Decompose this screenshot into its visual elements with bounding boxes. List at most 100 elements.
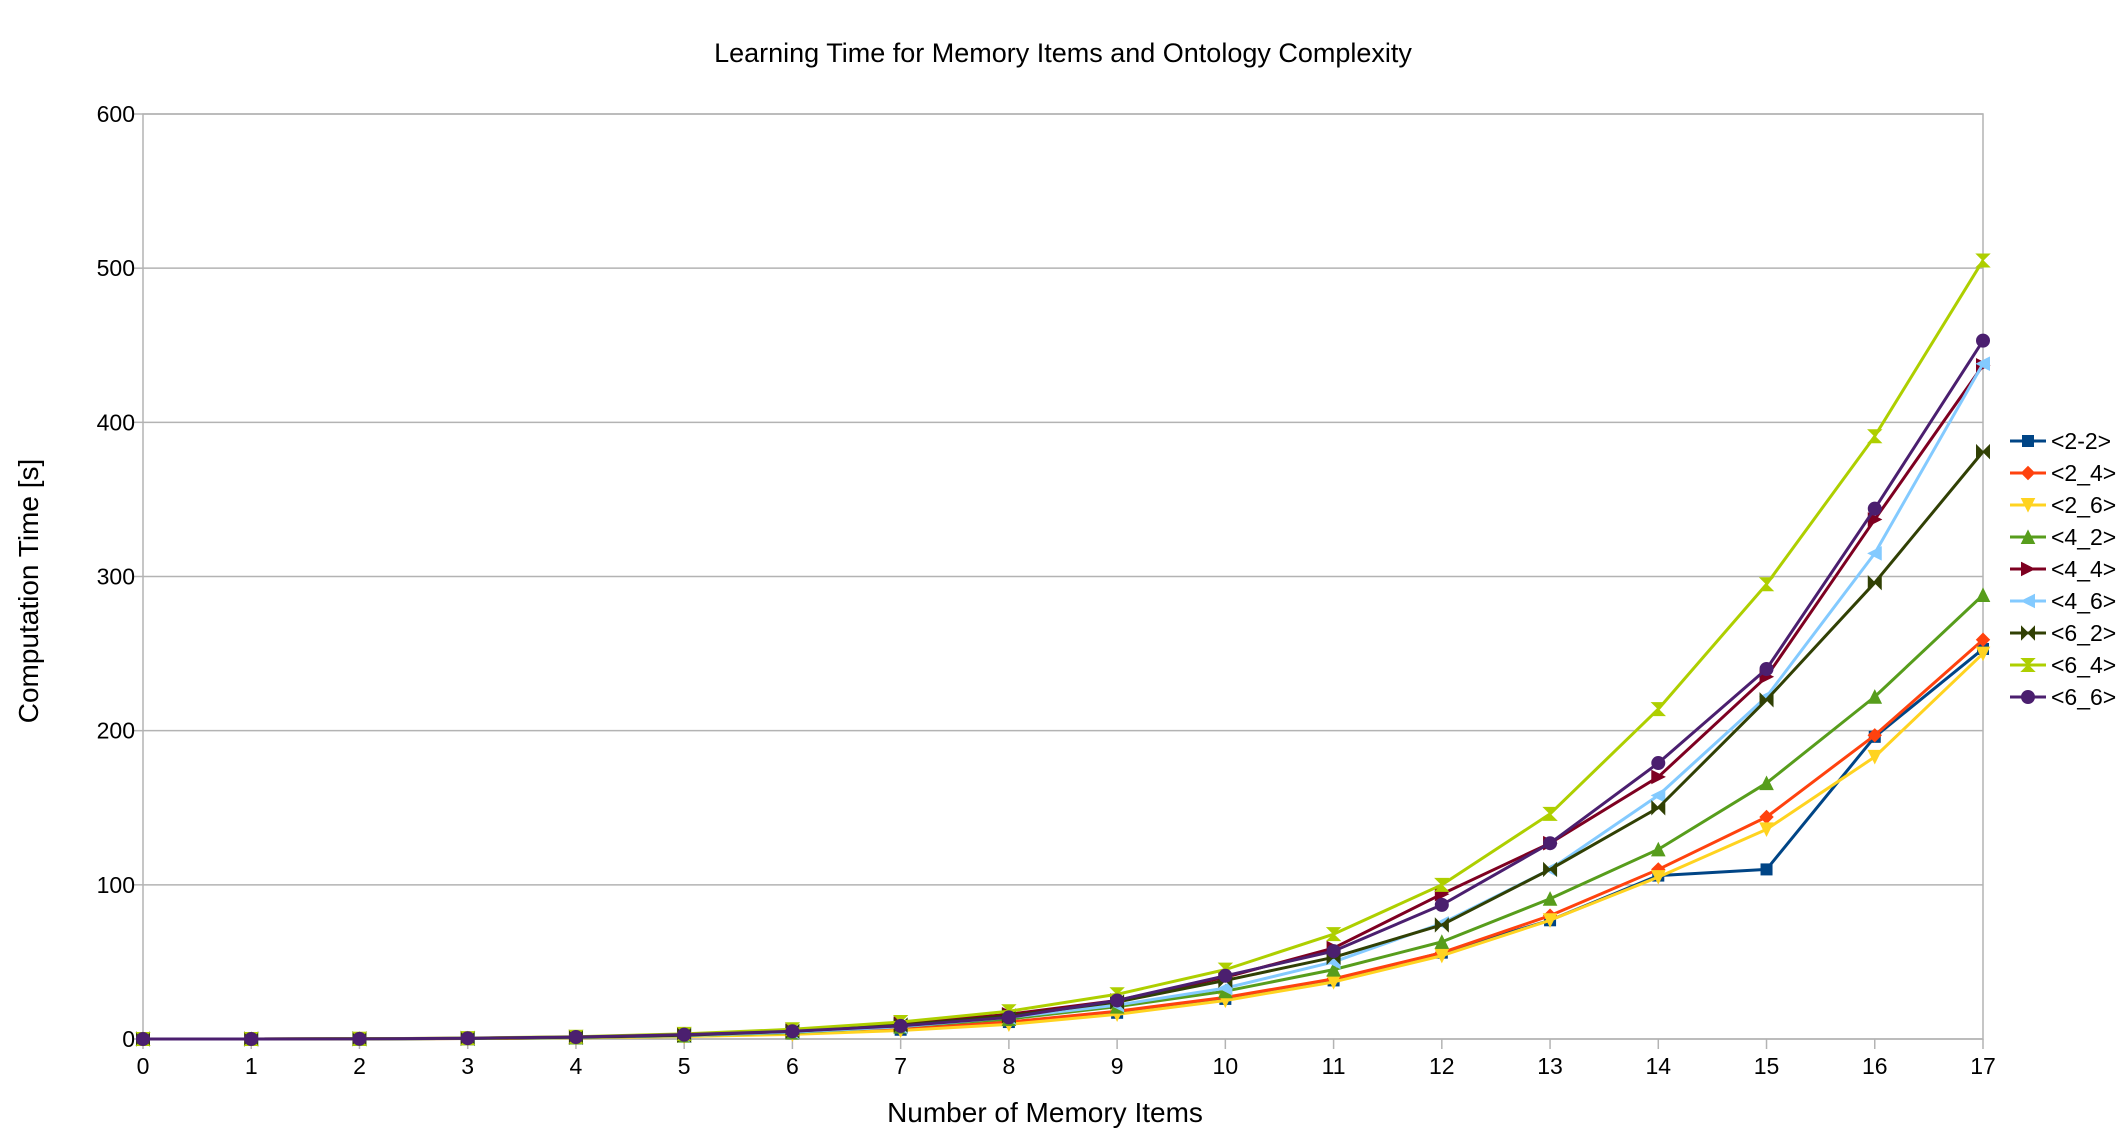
data-point <box>1326 962 1341 977</box>
data-point <box>1650 702 1667 717</box>
data-point <box>1976 443 1990 460</box>
legend-marker <box>2020 593 2035 609</box>
series-4 <box>135 587 1991 1046</box>
data-point <box>1543 836 1558 851</box>
series-9 <box>136 333 1990 1046</box>
data-point <box>1218 968 1233 983</box>
data-point <box>1867 689 1883 704</box>
x-tick-label: 13 <box>1537 1053 1563 1079</box>
data-point <box>893 1018 908 1033</box>
data-point <box>1434 934 1450 949</box>
data-point <box>568 1029 583 1044</box>
legend-label: <4_6> <box>2051 588 2116 614</box>
data-point <box>1975 587 1991 602</box>
x-tick-label: 17 <box>1970 1053 1996 1079</box>
x-tick-label: 6 <box>786 1053 799 1079</box>
data-point <box>1759 775 1774 791</box>
data-point <box>1758 577 1775 592</box>
series-layer <box>135 253 1991 1047</box>
series-6 <box>135 356 1990 1047</box>
data-point <box>1651 769 1666 785</box>
data-point <box>1867 728 1882 743</box>
series-line <box>143 593 1985 1041</box>
legend-marker <box>2021 625 2035 641</box>
data-point <box>1867 574 1882 591</box>
x-tick-label: 9 <box>1111 1053 1124 1079</box>
data-point <box>1650 870 1666 885</box>
data-point <box>1650 841 1666 857</box>
data-point <box>1867 749 1883 765</box>
legend-label: <6_4> <box>2051 652 2116 678</box>
data-point <box>1217 980 1233 996</box>
legend-label: <2-2> <box>2051 428 2111 454</box>
x-tick-label: 11 <box>1322 1053 1346 1079</box>
legend-label: <6_6> <box>2051 684 2116 710</box>
y-tick-label: 0 <box>122 1026 135 1052</box>
series-line <box>143 363 1985 1041</box>
legend-label: <4_4> <box>2051 556 2116 582</box>
x-tick-label: 3 <box>461 1053 474 1079</box>
legend-entry: <4_2> <box>2010 524 2116 550</box>
legend-marker <box>2021 690 2035 704</box>
data-point <box>1975 632 1991 647</box>
data-point <box>136 1032 150 1046</box>
x-tick-label: 10 <box>1213 1053 1239 1079</box>
series-line <box>143 647 1984 1041</box>
series-line <box>143 638 1984 1041</box>
legend-marker <box>2022 435 2034 447</box>
legend-marker <box>2020 465 2036 481</box>
data-point <box>244 1032 259 1046</box>
data-point <box>1975 253 1991 268</box>
data-point <box>352 1031 367 1046</box>
legend-entry: <2-2> <box>2010 428 2111 454</box>
data-point <box>1651 800 1666 816</box>
legend-entry: <2_4> <box>2010 460 2116 486</box>
data-point <box>1760 863 1773 876</box>
data-point <box>1325 927 1342 942</box>
data-point <box>785 1024 800 1039</box>
data-point <box>1867 546 1882 561</box>
x-tick-label: 2 <box>353 1053 366 1079</box>
gridlines <box>143 113 1983 1040</box>
legend-label: <4_2> <box>2051 524 2116 550</box>
series-line <box>143 339 1985 1041</box>
data-point <box>460 1031 475 1046</box>
legend-marker <box>2020 658 2036 672</box>
x-tick-label: 4 <box>570 1053 583 1079</box>
x-axis-label: Number of Memory Items <box>887 1097 1203 1128</box>
x-tick-label: 14 <box>1645 1053 1671 1079</box>
legend-entry: <4_4> <box>2010 556 2116 582</box>
data-point <box>1976 333 1990 348</box>
series-8 <box>135 253 1991 1046</box>
legend-entry: <4_6> <box>2010 588 2116 614</box>
x-tick-label: 15 <box>1754 1053 1780 1079</box>
legend-label: <6_2> <box>2051 620 2116 646</box>
data-point <box>1434 917 1449 933</box>
x-tick-label: 0 <box>137 1053 150 1079</box>
series-3 <box>135 646 1991 1047</box>
legend-marker <box>2020 529 2036 544</box>
series-line <box>143 259 1985 1041</box>
series-5 <box>136 357 1991 1047</box>
data-point <box>1542 891 1558 906</box>
chart-title: Learning Time for Memory Items and Ontol… <box>714 38 1412 68</box>
series-2 <box>135 632 1991 1047</box>
data-point <box>1975 646 1991 662</box>
data-point <box>1867 501 1882 516</box>
data-point <box>1434 897 1449 912</box>
y-tick-label: 400 <box>97 409 135 435</box>
series-line <box>143 364 1985 1041</box>
legend-entry: <6_2> <box>2010 620 2116 646</box>
data-point <box>677 1027 692 1042</box>
legend-entry: <6_6> <box>2010 684 2116 710</box>
x-tick-label: 5 <box>678 1053 691 1079</box>
data-point <box>1759 822 1774 837</box>
legend-marker <box>2020 498 2036 513</box>
data-point <box>1434 948 1450 964</box>
y-tick-label: 500 <box>97 255 135 281</box>
data-point <box>1326 944 1341 959</box>
data-point <box>1867 429 1883 444</box>
